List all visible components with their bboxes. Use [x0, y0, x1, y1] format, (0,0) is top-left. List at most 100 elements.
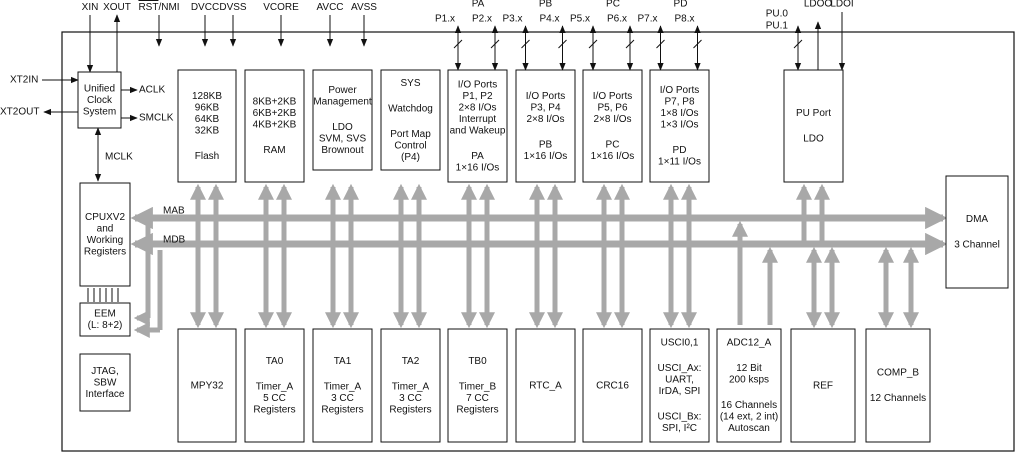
block [380, 328, 441, 443]
block-label: SYS [400, 78, 420, 89]
block [783, 69, 844, 183]
block-label: DMA [966, 214, 989, 225]
pu-pin-label: PU.1 [766, 21, 789, 32]
block-label: and [97, 224, 114, 235]
block-label: P3, P4 [530, 102, 560, 113]
block-label: (P4) [401, 152, 420, 163]
block-label: 12 Channels [870, 393, 926, 404]
block-label: MPY32 [191, 380, 224, 391]
clock-label: SMCLK [139, 113, 174, 124]
block-label: Registers [253, 405, 295, 416]
block [865, 328, 931, 443]
block [77, 71, 122, 129]
signal-arrow [656, 39, 665, 49]
block-label: I/O Ports [660, 85, 699, 96]
block-label: USCI_Ax: [658, 363, 702, 374]
block [447, 328, 508, 443]
bus-label: MDB [163, 235, 186, 246]
block-label: Port Map [390, 129, 431, 140]
pin-label: XT2OUT [0, 107, 39, 118]
block-label: 7 CC [466, 393, 489, 404]
block-label: P1, P2 [462, 91, 492, 102]
block-label: Watchdog [388, 103, 433, 114]
block-label: System [83, 106, 116, 117]
block-label: UART, [665, 375, 694, 386]
block-label: 12 Bit [736, 363, 762, 374]
block-label: 3 CC [331, 393, 354, 404]
block [177, 69, 237, 183]
pin-label: AVSS [351, 2, 377, 13]
port-pin-label: P7.x [637, 14, 657, 25]
block [790, 328, 856, 443]
block-label: 1×11 I/Os [658, 157, 701, 168]
block-label: TA1 [334, 356, 352, 367]
block-label: LDO [803, 134, 824, 145]
block-label: 8KB+2KB [253, 97, 297, 108]
block-label: Timer_A [324, 382, 362, 393]
block-label: PC [606, 139, 620, 150]
pin-label: VCORE [263, 2, 299, 13]
port-pin-label: P8.x [674, 14, 694, 25]
port-label: PB [539, 0, 553, 10]
signal-arrow [588, 39, 598, 49]
block-label: Registers [456, 405, 498, 416]
block-label: Registers [84, 247, 126, 258]
block [177, 328, 237, 443]
block-label: Interrupt [459, 114, 496, 125]
block-label: JTAG, [91, 366, 119, 377]
block [515, 328, 576, 443]
ldo-pin-label: LDOI [830, 0, 853, 10]
block-label: I/O Ports [526, 91, 565, 102]
pin-label-text: /NMI [158, 2, 179, 13]
pin-label: DVSS [219, 2, 247, 13]
block-label: Clock [87, 95, 113, 106]
bus-label: MAB [163, 206, 185, 217]
block [79, 302, 131, 337]
block-label: 5 CC [263, 393, 286, 404]
pin-label-text: XOUT [103, 2, 131, 13]
clock-label: MCLK [105, 152, 133, 163]
block [312, 328, 373, 443]
block-label: 3 Channel [954, 240, 1000, 251]
block [649, 328, 710, 443]
signal-arrow [793, 39, 803, 49]
block [716, 328, 782, 443]
block-label: EEM [94, 309, 116, 320]
block-label: REF [813, 380, 833, 391]
port-pin-label: P6.x [607, 14, 627, 25]
block-label: CPUXV2 [85, 212, 125, 223]
block-label: Registers [321, 405, 363, 416]
block [649, 69, 710, 183]
port-pin-label: P4.x [539, 14, 559, 25]
block-label: 6KB+2KB [253, 108, 297, 119]
block [447, 69, 508, 183]
block-label: 200 ksps [729, 375, 769, 386]
block-label: 1×16 I/Os [524, 151, 568, 162]
block-label: 1×8 I/Os [660, 108, 698, 119]
block-label: TA0 [266, 356, 284, 367]
block-label: 16 Channels [721, 400, 777, 411]
block-label: ADC12_A [727, 338, 772, 349]
chip-outline [61, 31, 1015, 452]
block-label: Flash [195, 151, 219, 162]
block-label: PB [539, 139, 553, 150]
pin-label: XOUT [103, 2, 131, 13]
block-label: COMP_B [877, 368, 920, 379]
signal-arrow [490, 39, 500, 49]
block-label: Timer_A [392, 382, 430, 393]
block-label: P5, P6 [597, 102, 627, 113]
block-label: 1×3 I/Os [660, 120, 698, 131]
signal-arrow [558, 39, 567, 49]
clock-label: ACLK [139, 85, 165, 96]
block [582, 69, 643, 183]
block-label: Management [313, 96, 372, 107]
block-label: PD [673, 145, 687, 156]
block-label: TB0 [468, 356, 487, 367]
block-label: 2×8 I/Os [593, 114, 631, 125]
block-label: 96KB [195, 102, 220, 113]
block-label: P7, P8 [664, 97, 694, 108]
block-label: Interface [86, 389, 125, 400]
port-label: PC [606, 0, 620, 10]
block-label: 1×16 I/Os [591, 151, 635, 162]
